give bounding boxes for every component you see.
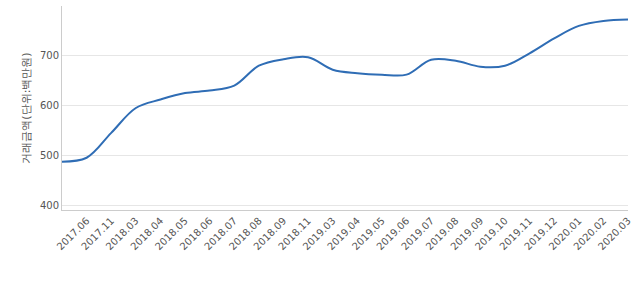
svg-text:2018.04: 2018.04 <box>128 215 165 252</box>
svg-text:2020.03: 2020.03 <box>596 215 633 252</box>
svg-text:2020.01: 2020.01 <box>547 215 584 252</box>
svg-text:2019.12: 2019.12 <box>522 215 559 252</box>
svg-text:2018.08: 2018.08 <box>227 215 264 252</box>
svg-text:2019.10: 2019.10 <box>473 215 510 252</box>
svg-text:2018.11: 2018.11 <box>276 215 313 252</box>
svg-text:600: 600 <box>40 100 59 111</box>
svg-text:2018.05: 2018.05 <box>153 215 190 252</box>
svg-text:2018.07: 2018.07 <box>202 215 239 252</box>
svg-text:2019.11: 2019.11 <box>497 215 534 252</box>
svg-text:2020.02: 2020.02 <box>571 215 608 252</box>
svg-text:700: 700 <box>40 50 59 61</box>
svg-text:2019.07: 2019.07 <box>399 215 436 252</box>
svg-text:500: 500 <box>40 150 59 161</box>
svg-text:2019.06: 2019.06 <box>374 215 411 252</box>
svg-text:2019.09: 2019.09 <box>448 215 485 252</box>
svg-text:2018.03: 2018.03 <box>104 215 141 252</box>
svg-text:거래금액(단위:백만원): 거래금액(단위:백만원) <box>20 52 33 163</box>
svg-text:2019.05: 2019.05 <box>350 215 387 252</box>
svg-text:2018.06: 2018.06 <box>178 215 215 252</box>
svg-text:2019.03: 2019.03 <box>301 215 338 252</box>
svg-text:2019.04: 2019.04 <box>325 215 362 252</box>
svg-text:2018.09: 2018.09 <box>251 215 288 252</box>
svg-text:2019.08: 2019.08 <box>424 215 461 252</box>
svg-text:2017.06: 2017.06 <box>55 215 92 252</box>
svg-text:2017.11: 2017.11 <box>79 215 116 252</box>
svg-text:400: 400 <box>40 200 59 211</box>
